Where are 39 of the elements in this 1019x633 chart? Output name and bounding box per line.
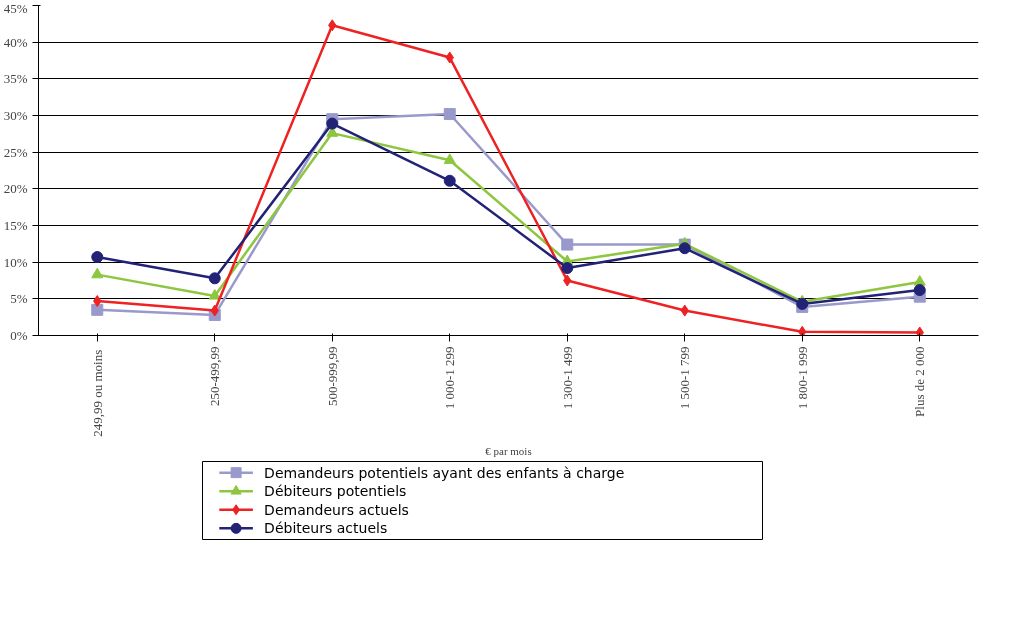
legend-label: Demandeurs potentiels ayant des enfants à charge (264, 464, 625, 481)
x-tick-label: 250-499,99 (207, 346, 223, 407)
y-tick-label: 15% (3, 218, 28, 233)
point (443, 108, 456, 121)
point (91, 267, 104, 279)
x-tick-label: 1 300-1 499 (559, 346, 575, 410)
x-tick-label: 1 500-1 799 (677, 346, 693, 410)
x-axis-title: € par mois (485, 444, 532, 457)
point (326, 117, 339, 130)
x-tick-label: 249,99 ou moins (89, 349, 105, 437)
y-tick-label: 0% (10, 328, 28, 343)
point (91, 251, 104, 264)
point (208, 272, 221, 285)
y-tick-label: 30% (3, 108, 28, 123)
x-tick-label: Plus de 2 000 (912, 346, 928, 417)
point (913, 284, 926, 297)
y-tick-label: 10% (3, 254, 28, 270)
y-tick-label: 25% (3, 144, 28, 160)
point (913, 275, 926, 286)
point (561, 238, 574, 251)
y-tick-label: 35% (3, 71, 28, 87)
legend-label: Débiteurs potentiels (264, 483, 407, 500)
y-tick-label: 5% (10, 291, 28, 307)
y-tick-label: 45% (3, 0, 28, 16)
y-tick-label: 20% (3, 181, 28, 197)
point (798, 325, 807, 336)
point (443, 153, 456, 164)
point (443, 174, 456, 187)
x-tick-label: 500-999,99 (324, 346, 340, 407)
legend-label: Débiteurs actuels (264, 520, 388, 537)
point (678, 242, 691, 255)
point (208, 289, 221, 300)
point (91, 303, 104, 316)
x-tick-label: 1 800-1 999 (794, 346, 810, 410)
y-tick-label: 40% (3, 34, 28, 50)
point (561, 262, 574, 275)
point (915, 326, 924, 336)
legend-label: Demandeurs actuels (264, 501, 409, 518)
x-tick-label: 1 000-1 299 (442, 346, 458, 410)
